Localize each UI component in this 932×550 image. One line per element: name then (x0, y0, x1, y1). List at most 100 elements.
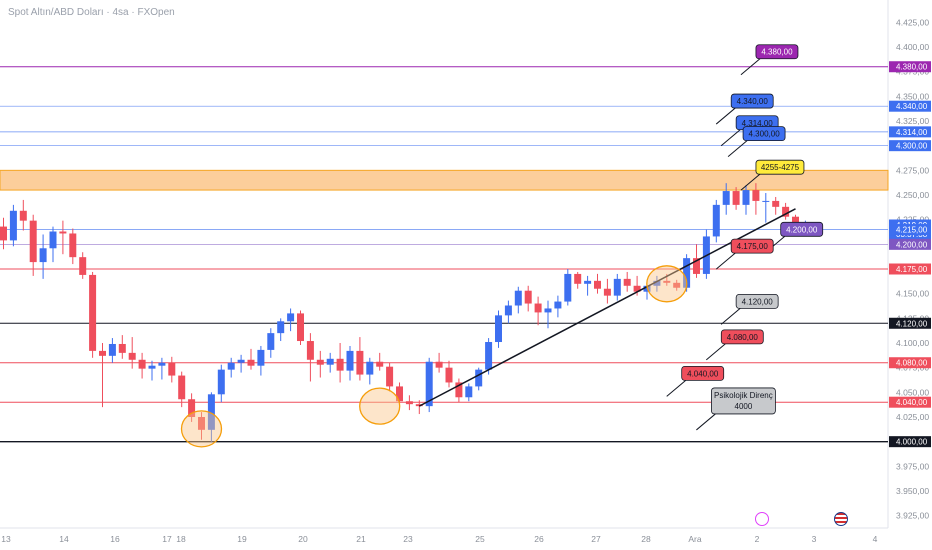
price-tag (889, 357, 931, 369)
candle-body (693, 258, 700, 274)
price-tag-label: 4.380,00 (896, 63, 928, 72)
candle-body (79, 257, 87, 275)
candle-body (277, 321, 285, 334)
candle-body (603, 288, 611, 296)
price-tag (889, 61, 931, 73)
support-circle (646, 265, 688, 303)
support-circle (359, 387, 401, 425)
candle-body (524, 290, 532, 304)
candle-body (742, 190, 750, 205)
candle-body (198, 417, 205, 430)
price-tag-label: 4.000,00 (896, 438, 928, 447)
callout-text: 4.040,00 (687, 369, 719, 378)
x-tick-label: 25 (475, 534, 485, 544)
candle-body (475, 369, 483, 387)
callout-pointer (720, 307, 741, 325)
candle-body (89, 274, 97, 351)
candle-body (168, 362, 176, 376)
candle-body (465, 386, 473, 398)
callout-pointer (720, 129, 741, 147)
candle-body (534, 303, 542, 313)
candle-body (683, 258, 691, 288)
price-tag-label: 4.215,00 (896, 226, 928, 235)
flash-icon[interactable] (755, 512, 769, 526)
candle-body (287, 313, 295, 322)
candle-body (584, 280, 592, 284)
callout-pointer (740, 173, 761, 191)
x-tick-label: 16 (110, 534, 120, 544)
candle-body (722, 191, 730, 205)
candle-body (207, 394, 215, 430)
y-tick-label: 4.100,00 (896, 338, 929, 348)
candle-body (564, 273, 572, 302)
candle-body (128, 352, 136, 360)
x-tick-label: 17 (162, 534, 172, 544)
callout-pointer (740, 58, 761, 76)
x-tick-label: 23 (403, 534, 413, 544)
y-tick-label: 4.250,00 (896, 190, 929, 200)
y-tick-label: 4.050,00 (896, 387, 929, 397)
x-tick-label: 26 (534, 534, 544, 544)
price-tag (889, 224, 931, 236)
candle-body (633, 285, 641, 292)
candle-body (653, 280, 661, 286)
price-tag (889, 263, 931, 275)
candle-body (594, 280, 601, 289)
y-tick-label: 4.425,00 (896, 17, 929, 27)
callout-box (780, 221, 824, 237)
us-flag-icon[interactable] (834, 512, 848, 526)
callout-box (735, 293, 779, 309)
x-tick-label: 20 (298, 534, 308, 544)
candle-body (396, 386, 403, 402)
price-tag (889, 140, 931, 152)
x-tick-label: 18 (176, 534, 186, 544)
candle-body (39, 248, 47, 263)
x-tick-label: 13 (1, 534, 11, 544)
candle-body (9, 210, 17, 241)
price-tag-label: 4.340,00 (896, 102, 928, 111)
price-tag (889, 396, 931, 408)
candle-body (29, 220, 37, 263)
support-circle (180, 410, 223, 448)
callout-text: 4.300,00 (749, 130, 781, 139)
callout-box (711, 387, 776, 415)
callout-text: Psikolojik Direnç (714, 391, 773, 400)
y-tick-label: 4.325,00 (896, 116, 929, 126)
x-tick-label: 28 (641, 534, 651, 544)
candle-body (782, 206, 790, 217)
callout-text: 4000 (735, 402, 753, 411)
candle-body (712, 204, 720, 237)
candle-body (306, 341, 314, 360)
candle-body (297, 313, 304, 342)
candle-body (178, 375, 186, 400)
candle-body (485, 342, 493, 370)
price-tag (889, 436, 931, 448)
candle-body (217, 369, 225, 395)
y-tick-label: 3.950,00 (896, 486, 929, 496)
candle-body (346, 350, 354, 371)
candle-body (613, 278, 621, 296)
callout-box (681, 365, 725, 381)
price-tag-label: 4.314,00 (896, 128, 928, 137)
callout-text: 4.175,00 (737, 242, 769, 251)
candle-body (554, 301, 562, 309)
callout-pointer (715, 252, 736, 270)
candle-body (267, 333, 275, 350)
candle-body (425, 361, 433, 407)
y-tick-label: 4.025,00 (896, 412, 929, 422)
price-tag-label: 4.080,00 (896, 359, 928, 368)
y-tick-label: 4.400,00 (896, 42, 929, 52)
x-tick-label: 3 (812, 534, 817, 544)
candle-body (237, 359, 245, 363)
price-tag-label: 4.200,00 (896, 240, 928, 249)
y-tick-label: 3.975,00 (896, 461, 929, 471)
callout-text: 4.314,00 (742, 119, 774, 128)
callout-text: 4.080,00 (727, 333, 759, 342)
x-tick-label: 2 (755, 534, 760, 544)
y-tick-label: 3.925,00 (896, 511, 929, 521)
candle-body (514, 290, 522, 306)
callout-box (720, 329, 764, 345)
candle-body (336, 358, 344, 371)
candle-body (623, 278, 631, 286)
